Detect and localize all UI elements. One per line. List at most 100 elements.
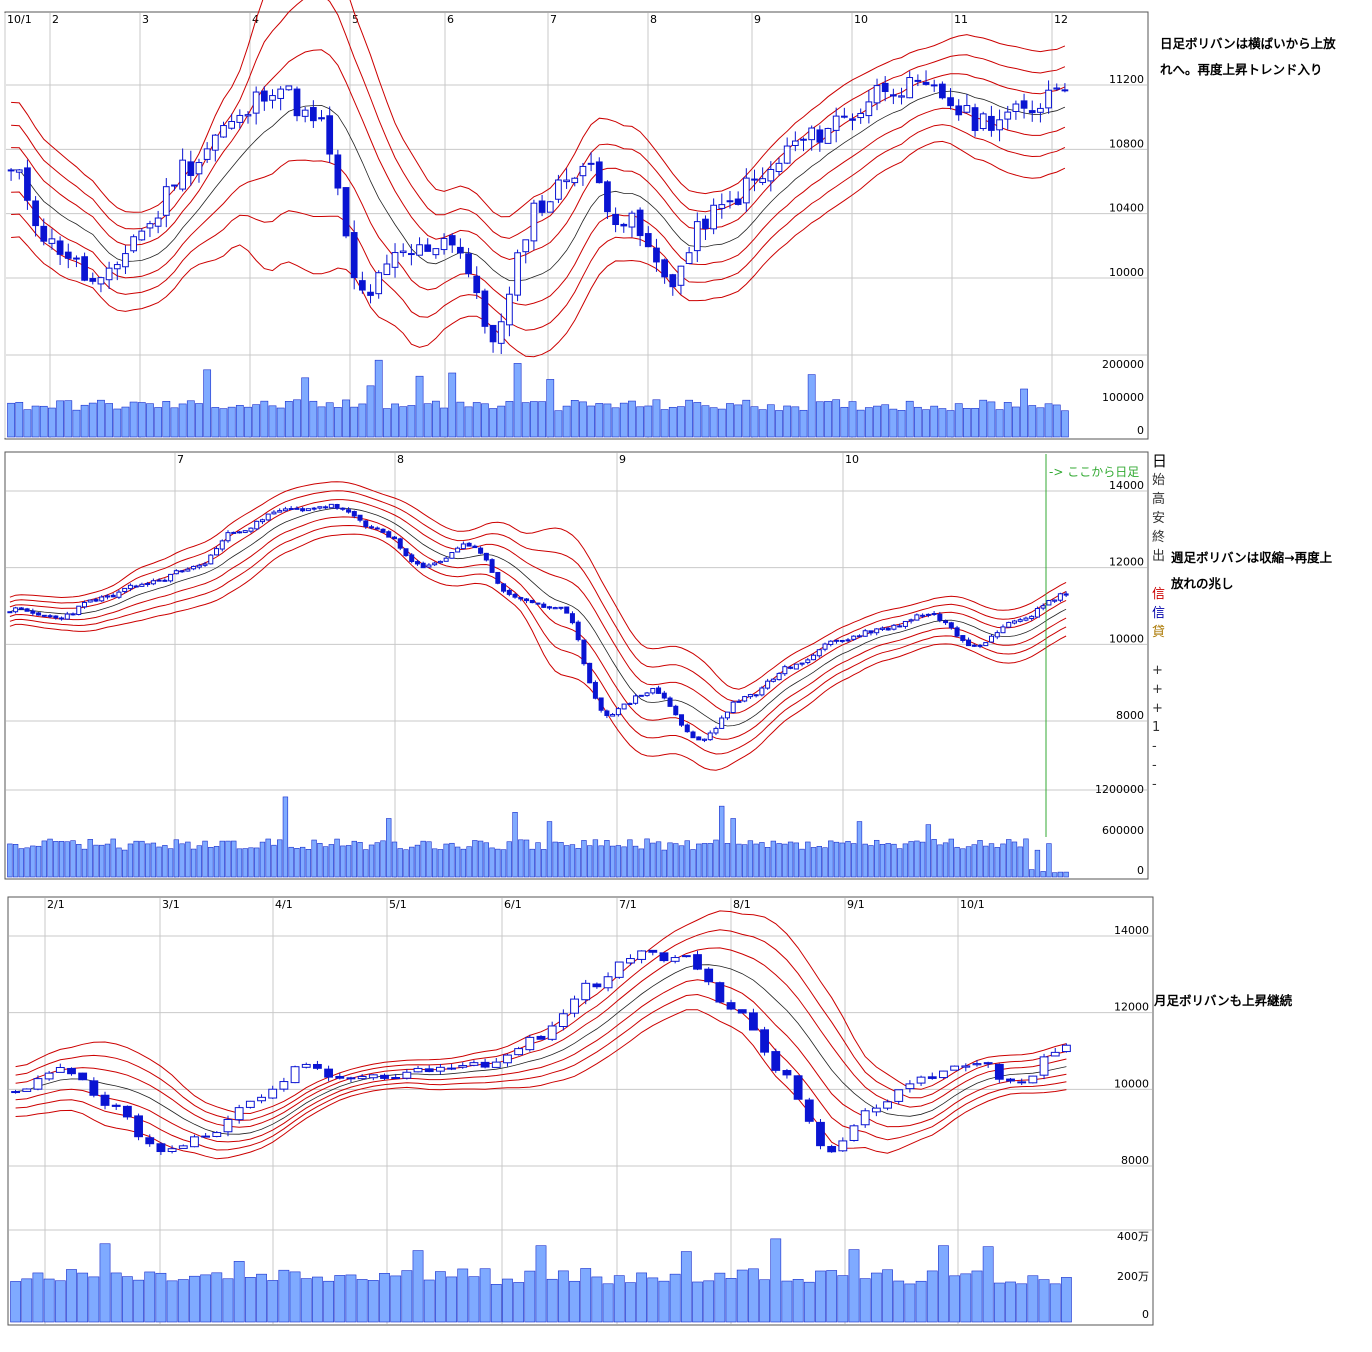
- volume-bar: [881, 404, 890, 438]
- volume-bar: [110, 1272, 122, 1323]
- candle: [223, 1118, 233, 1133]
- weekly-candles: [7, 503, 1069, 743]
- volume-bar: [1000, 843, 1006, 878]
- candle: [503, 1054, 512, 1064]
- candle: [701, 738, 707, 741]
- candle: [179, 159, 186, 190]
- candle: [15, 169, 23, 173]
- volume-bar: [190, 848, 197, 878]
- volume-bar: [334, 838, 340, 878]
- candle: [628, 212, 636, 228]
- info-glyph: 信: [1152, 606, 1166, 621]
- daily-volume: [7, 359, 1069, 438]
- volume-bar: [252, 404, 261, 438]
- info-glyph: +: [1152, 701, 1163, 716]
- volume-bar: [88, 402, 97, 438]
- volume-bar: [569, 844, 576, 878]
- volume-bar: [753, 843, 759, 878]
- volume-bar: [30, 845, 36, 878]
- volume-bar: [770, 840, 777, 878]
- volume-bar: [99, 844, 105, 878]
- candle: [707, 732, 713, 741]
- bollinger-band-line: [11, 0, 1066, 239]
- candle: [219, 540, 225, 550]
- candle: [898, 95, 905, 98]
- volume-bar: [960, 1273, 972, 1323]
- candle: [759, 178, 767, 183]
- bollinger-band-line: [9, 481, 1067, 690]
- candle: [905, 1083, 915, 1090]
- candle: [930, 84, 938, 87]
- volume-bar: [824, 401, 832, 438]
- bollinger-band-line: [11, 124, 1066, 331]
- candle: [424, 1068, 434, 1073]
- volume-bar: [472, 840, 478, 878]
- x-tick-label: 7: [550, 13, 557, 26]
- candle: [156, 1143, 166, 1153]
- volume-bar: [741, 844, 748, 878]
- candle: [64, 251, 72, 259]
- x-tick-label: 4/1: [275, 898, 293, 911]
- volume-bar: [954, 403, 963, 438]
- candle: [301, 1063, 311, 1068]
- candle: [839, 639, 845, 642]
- candle: [685, 252, 693, 264]
- candle: [1006, 1078, 1015, 1082]
- daily-frame: [4, 11, 1149, 440]
- volume-bar: [48, 407, 56, 438]
- monthly-bollinger-bands: [15, 910, 1067, 1160]
- candle: [30, 610, 36, 614]
- candle: [937, 613, 943, 621]
- candle: [36, 612, 42, 616]
- volume-bar: [213, 846, 220, 878]
- volume-bar: [750, 406, 759, 438]
- candle: [448, 235, 456, 246]
- candle: [961, 1065, 971, 1068]
- volume-bar: [122, 849, 128, 878]
- candle: [833, 639, 840, 642]
- candle: [879, 627, 885, 630]
- candle: [908, 619, 914, 622]
- candle: [357, 514, 363, 521]
- candle: [97, 277, 105, 285]
- bollinger-band-line: [15, 929, 1067, 1121]
- volume-bar: [807, 374, 816, 438]
- candle: [541, 603, 547, 608]
- volume-bar: [615, 845, 622, 878]
- candle: [868, 630, 874, 634]
- info-glyph: [1152, 566, 1170, 585]
- candle: [374, 527, 380, 530]
- candle: [514, 252, 521, 296]
- volume-bar: [562, 405, 571, 438]
- volume-bar: [856, 821, 863, 878]
- candle: [661, 259, 668, 278]
- candle: [24, 608, 30, 612]
- candle: [983, 642, 989, 647]
- monthly-frame: [7, 896, 1154, 1326]
- volume-bar: [604, 840, 610, 878]
- volume-bar: [497, 405, 506, 438]
- volume-bar: [938, 408, 947, 438]
- volume-bar: [937, 844, 943, 878]
- volume-bar: [914, 840, 920, 878]
- candle: [914, 79, 922, 82]
- candle: [579, 165, 587, 177]
- volume-bar: [144, 843, 151, 878]
- volume-bar: [225, 840, 231, 878]
- volume-bar: [915, 1280, 927, 1323]
- candle: [914, 614, 920, 621]
- volume-bar: [874, 839, 880, 878]
- candle: [955, 105, 963, 116]
- volume-bar: [64, 400, 73, 438]
- volume-bar: [512, 812, 518, 878]
- candle: [225, 532, 231, 542]
- candle: [293, 88, 301, 117]
- candle: [254, 520, 260, 530]
- volume-bar: [734, 404, 743, 438]
- volume-bar: [1038, 1279, 1050, 1323]
- volume-bar: [1052, 404, 1061, 438]
- volume-bar: [116, 847, 122, 878]
- candle: [845, 639, 851, 642]
- bollinger-band-line: [15, 979, 1067, 1143]
- x-tick-label: 9/1: [847, 898, 865, 911]
